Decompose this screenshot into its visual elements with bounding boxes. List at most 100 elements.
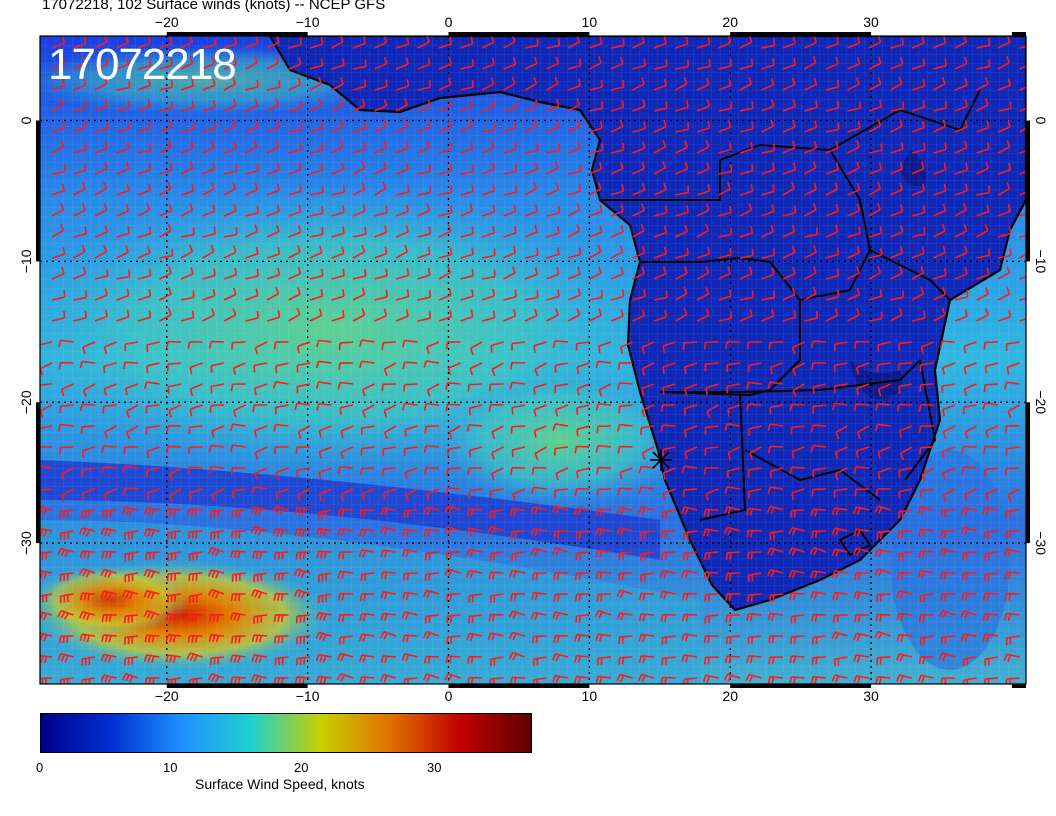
wind-barb bbox=[589, 107, 603, 112]
wind-barb-flag bbox=[619, 245, 624, 253]
wind-barb bbox=[1006, 612, 1020, 616]
wind-barb bbox=[180, 62, 193, 70]
wind-barb-flag bbox=[319, 676, 323, 684]
wind-barb-flag bbox=[767, 676, 771, 684]
wind-barb-flag bbox=[490, 77, 495, 85]
wind-barb-flag bbox=[917, 506, 922, 514]
wind-barb bbox=[813, 383, 827, 388]
wind-barb-flag bbox=[235, 163, 238, 172]
wind-barb bbox=[739, 170, 753, 175]
wind-barb-flag bbox=[361, 389, 366, 397]
wind-barb-flag bbox=[877, 56, 882, 64]
wind-barb bbox=[490, 677, 504, 680]
wind-barb bbox=[675, 292, 688, 301]
wind-barb-flag bbox=[577, 267, 581, 275]
wind-barb bbox=[51, 229, 64, 238]
wind-barb-flag bbox=[749, 508, 753, 516]
colorbar-tick: 0 bbox=[36, 760, 44, 775]
wind-barb bbox=[855, 403, 870, 406]
wind-barb-flag bbox=[143, 381, 148, 390]
wind-barb-flag bbox=[576, 119, 581, 127]
wind-barb-flag bbox=[941, 224, 946, 232]
wind-barb-flag bbox=[965, 572, 968, 580]
wind-barb-flag bbox=[879, 657, 882, 665]
wind-barb bbox=[503, 82, 516, 91]
wind-barb-flag bbox=[470, 36, 474, 44]
wind-barb-flag bbox=[295, 552, 298, 560]
wind-barb-flag bbox=[812, 286, 817, 295]
wind-barb-flag bbox=[707, 246, 711, 255]
wind-barb bbox=[137, 295, 151, 301]
wind-barb-flag bbox=[189, 388, 194, 397]
wind-barb bbox=[481, 316, 495, 322]
wind-barb-flag bbox=[338, 552, 341, 560]
wind-barb-flag bbox=[318, 451, 322, 459]
wind-barb bbox=[331, 274, 345, 280]
wind-barb bbox=[954, 315, 968, 322]
wind-barb-flag bbox=[212, 162, 216, 170]
wind-barb-flag bbox=[320, 551, 323, 559]
wind-barb bbox=[619, 551, 633, 554]
wind-barb bbox=[890, 82, 903, 91]
wind-barb bbox=[696, 190, 710, 196]
wind-barb-flag bbox=[101, 445, 105, 453]
wind-barb bbox=[847, 83, 860, 91]
wind-barb bbox=[503, 63, 516, 70]
wind-barb bbox=[598, 527, 612, 532]
wind-barb bbox=[546, 105, 559, 112]
wind-barb bbox=[288, 231, 301, 238]
wind-barb bbox=[933, 293, 946, 301]
wind-barb bbox=[524, 62, 538, 70]
wind-barb bbox=[782, 187, 795, 196]
wind-barb-flag bbox=[491, 473, 495, 481]
wind-barb-flag bbox=[557, 594, 560, 602]
wind-barb bbox=[524, 83, 537, 91]
wind-barb bbox=[791, 403, 805, 406]
wind-barb-flag bbox=[555, 56, 560, 64]
wind-barb-flag bbox=[813, 548, 818, 556]
wind-barb-flag bbox=[598, 389, 603, 397]
wind-barb bbox=[684, 654, 698, 658]
wind-barb-flag bbox=[251, 654, 255, 662]
wind-barb-flag bbox=[426, 346, 430, 354]
wind-barb bbox=[297, 402, 311, 406]
wind-barb-flag bbox=[856, 308, 860, 316]
wind-barb-flag bbox=[82, 346, 86, 355]
wind-barb bbox=[641, 486, 655, 490]
wind-barb bbox=[653, 252, 667, 259]
wind-barb bbox=[662, 569, 676, 574]
wind-barb-flag bbox=[557, 247, 560, 255]
wind-barb-flag bbox=[767, 446, 771, 454]
wind-barb bbox=[405, 488, 418, 496]
wind-barb bbox=[877, 568, 891, 574]
wind-barb bbox=[297, 467, 311, 471]
wind-barb bbox=[51, 253, 65, 259]
wind-barb-flag bbox=[837, 100, 840, 108]
wind-barb bbox=[104, 488, 117, 495]
wind-barb bbox=[331, 104, 344, 112]
wind-barb bbox=[770, 547, 784, 553]
wind-barb-flag bbox=[835, 508, 840, 516]
wind-barb bbox=[619, 506, 633, 511]
wind-barb bbox=[223, 104, 237, 112]
wind-barb-flag bbox=[899, 654, 904, 662]
wind-barb bbox=[116, 168, 129, 175]
wind-barb bbox=[447, 467, 461, 470]
wind-barb-flag bbox=[767, 486, 771, 495]
wind-barb-flag bbox=[791, 528, 797, 536]
wind-barb-flag bbox=[491, 452, 495, 460]
wind-barb-flag bbox=[60, 202, 65, 211]
wind-barb bbox=[727, 486, 741, 490]
colorbar-tick: 20 bbox=[294, 760, 309, 775]
wind-barb-flag bbox=[191, 184, 195, 192]
wind-barb-flag bbox=[792, 390, 797, 398]
wind-barb bbox=[468, 423, 483, 427]
wind-barb bbox=[395, 43, 409, 49]
wind-barb-flag bbox=[790, 636, 793, 644]
wind-barb-flag bbox=[551, 653, 557, 661]
wind-barb-flag bbox=[749, 452, 754, 460]
latitude-label: −10 bbox=[18, 249, 34, 273]
wind-barb bbox=[361, 425, 375, 429]
wind-barb bbox=[748, 467, 762, 471]
